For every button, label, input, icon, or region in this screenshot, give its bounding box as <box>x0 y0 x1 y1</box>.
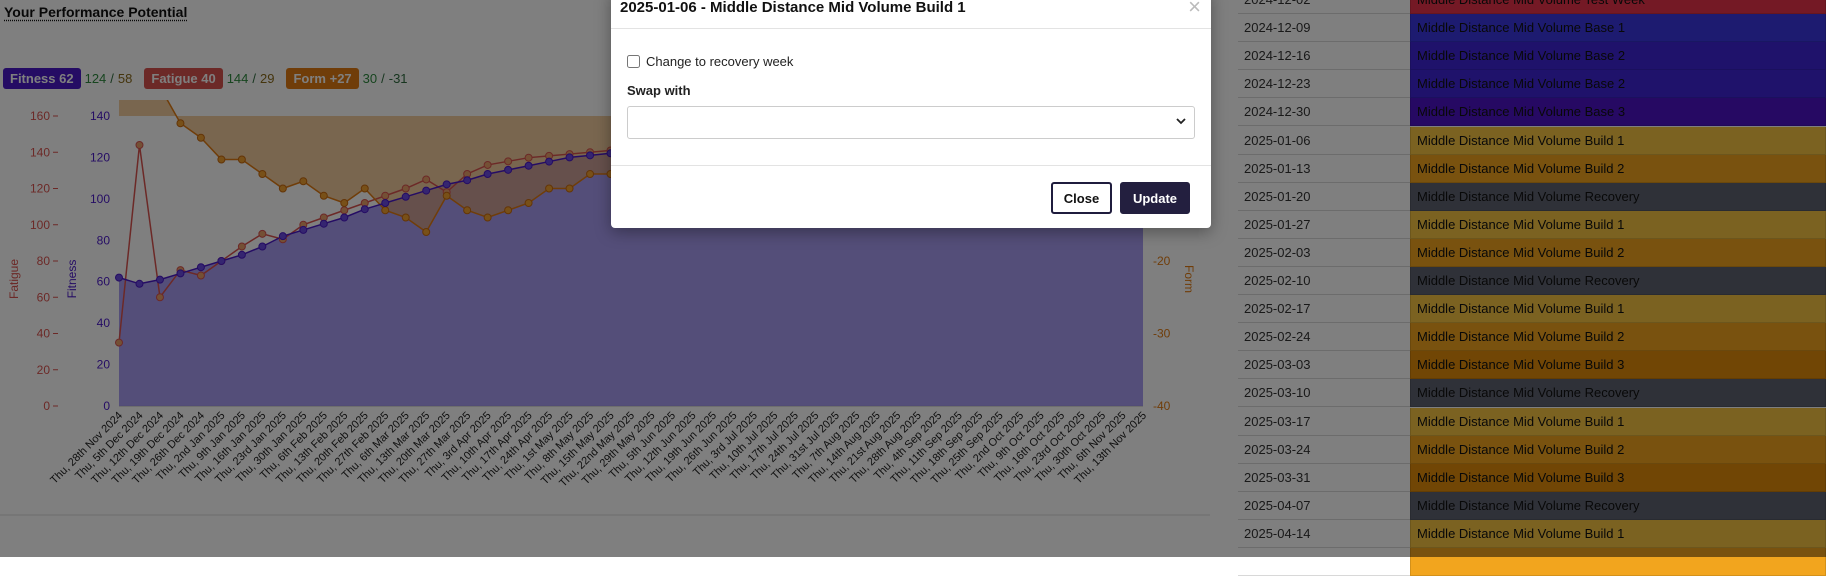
recovery-week-option[interactable]: Change to recovery week <box>627 54 793 69</box>
close-icon[interactable]: × <box>1188 0 1201 18</box>
recovery-week-label: Change to recovery week <box>646 54 793 69</box>
week-edit-modal: 2025-01-06 - Middle Distance Mid Volume … <box>611 0 1211 228</box>
update-button[interactable]: Update <box>1120 182 1190 214</box>
recovery-week-checkbox[interactable] <box>627 55 640 68</box>
swap-with-select[interactable] <box>627 106 1195 139</box>
swap-with-label: Swap with <box>627 83 691 98</box>
modal-title: 2025-01-06 - Middle Distance Mid Volume … <box>620 0 966 16</box>
modal-footer-divider <box>611 165 1211 166</box>
modal-header: 2025-01-06 - Middle Distance Mid Volume … <box>611 0 1211 29</box>
app-root: Your Performance Potential Fitness 62 12… <box>0 0 1826 557</box>
chevron-down-icon <box>1174 114 1188 128</box>
close-button[interactable]: Close <box>1051 182 1112 214</box>
